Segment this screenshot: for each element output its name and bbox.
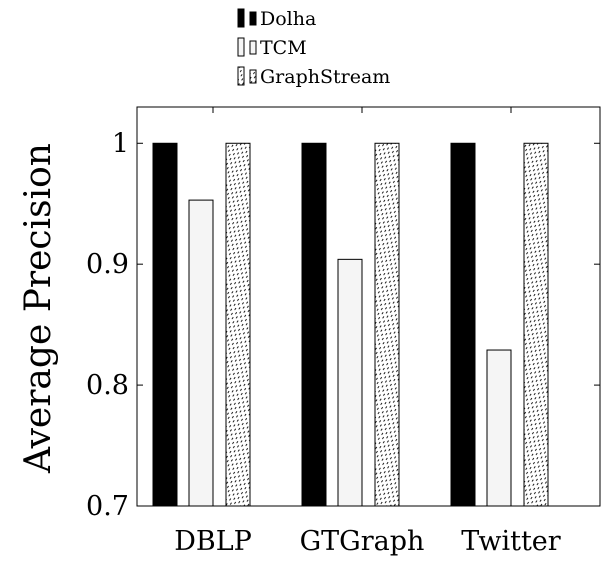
- bar-dolha-twitter: [450, 142, 476, 507]
- legend-label-tcm: TCM: [260, 37, 307, 59]
- y-tick-label: 1: [112, 128, 129, 159]
- legend-swatch-small-dolha: [249, 11, 257, 26]
- x-tick-label-twitter: Twitter: [461, 526, 560, 557]
- legend-swatch-small-tcm: [249, 40, 257, 55]
- bar-graphstream-twitter: [523, 142, 549, 507]
- y-tick-label: 0.9: [86, 249, 129, 280]
- legend-swatch-graphstream: [237, 66, 245, 86]
- x-tick-label-dblp: DBLP: [174, 526, 252, 557]
- bar-tcm-gtgraph: [337, 258, 363, 507]
- bar-graphstream-dblp: [225, 142, 251, 507]
- legend-swatch-dolha: [237, 8, 245, 28]
- plot-frame: [136, 106, 601, 507]
- y-axis-title: Average Precision: [18, 143, 59, 474]
- legend-swatch-small-graphstream: [249, 69, 257, 84]
- legend-swatch-tcm: [237, 37, 245, 57]
- bar-graphstream-gtgraph: [374, 142, 400, 507]
- x-tick-label-gtgraph: GTGraph: [300, 526, 425, 557]
- bar-dolha-dblp: [152, 142, 178, 507]
- bar-dolha-gtgraph: [301, 142, 327, 507]
- y-tick-label: 0.7: [86, 491, 129, 522]
- bar-tcm-dblp: [188, 199, 214, 507]
- bar-tcm-twitter: [486, 349, 512, 507]
- legend-label-dolha: Dolha: [260, 8, 316, 30]
- legend-label-graphstream: GraphStream: [260, 66, 390, 88]
- y-tick-label: 0.8: [86, 370, 129, 401]
